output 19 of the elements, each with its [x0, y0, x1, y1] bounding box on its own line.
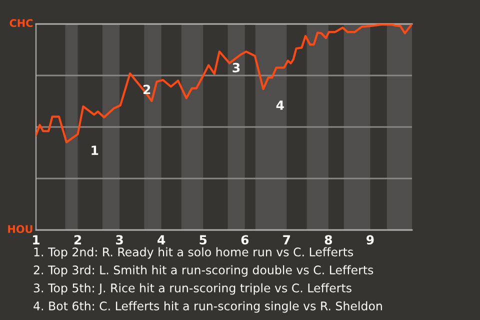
ref-line-label: CHC — [10, 19, 33, 28]
x-tick-label: 3 — [116, 235, 123, 245]
x-tick-label: 2 — [74, 235, 82, 244]
ref-line-label: HOU — [8, 225, 32, 234]
text: 2. Top 3rd: L. Smith hit a run-scoring double vs C. Lefferts — [34, 265, 374, 277]
annotation: 1 — [92, 146, 98, 155]
x-tick-label: 5 — [200, 235, 207, 245]
x-tick-label: 7 — [283, 235, 290, 244]
annotation: 2 — [143, 84, 150, 94]
text: 1. Top 2nd: R. Ready hit a solo home run vs C. Lefferts — [34, 247, 354, 259]
x-tick-label: 9 — [366, 235, 374, 245]
annotation: 4 — [276, 100, 284, 110]
x-tick-label: 1 — [33, 235, 40, 244]
x-tick-label: 8 — [324, 235, 332, 245]
text: 4. Bot 6th: C. Lefferts hit a run-scoring single vs R. Sheldon — [34, 301, 382, 313]
x-tick-label: 6 — [241, 235, 249, 245]
x-tick-label: 4 — [158, 235, 166, 244]
text: 3. Top 5th: J. Rice hit a run-scoring triple vs C. Lefferts — [34, 283, 352, 295]
annotation: 3 — [232, 62, 240, 72]
